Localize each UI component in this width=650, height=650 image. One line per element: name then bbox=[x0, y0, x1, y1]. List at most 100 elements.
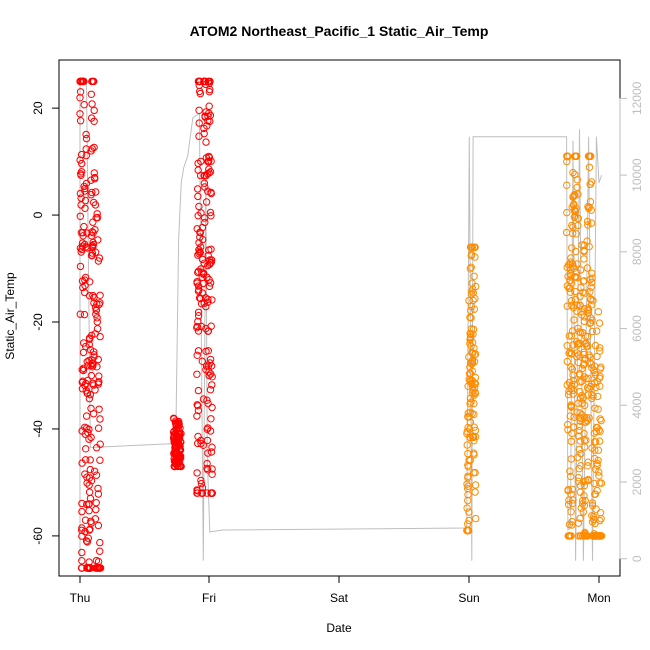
data-point bbox=[467, 243, 475, 251]
data-point bbox=[568, 521, 576, 529]
data-point bbox=[594, 405, 602, 413]
data-point bbox=[171, 417, 180, 425]
data-point bbox=[580, 477, 588, 486]
data-point bbox=[203, 489, 211, 497]
data-point bbox=[564, 532, 573, 540]
data-point bbox=[583, 532, 591, 540]
data-point bbox=[567, 437, 575, 446]
data-point bbox=[80, 222, 88, 231]
data-point bbox=[200, 171, 209, 180]
data-point bbox=[566, 348, 574, 356]
data-point bbox=[565, 378, 574, 387]
data-point bbox=[567, 455, 575, 463]
data-point bbox=[193, 469, 201, 477]
y2-tick-label: 12000 bbox=[630, 81, 644, 115]
data-point bbox=[579, 532, 587, 540]
data-point bbox=[80, 310, 89, 319]
data-point bbox=[586, 180, 594, 189]
data-point bbox=[79, 364, 88, 372]
data-point bbox=[588, 327, 596, 336]
data-point bbox=[572, 230, 580, 238]
data-point bbox=[80, 101, 88, 109]
data-point bbox=[93, 318, 102, 326]
data-point bbox=[83, 358, 91, 366]
y-tick-label: 20 bbox=[31, 101, 45, 115]
data-point bbox=[596, 372, 604, 380]
x-tick-label: Mon bbox=[587, 591, 610, 605]
data-point bbox=[207, 448, 216, 456]
data-point bbox=[586, 296, 595, 304]
data-point bbox=[470, 391, 478, 399]
data-point bbox=[81, 516, 90, 524]
data-point bbox=[175, 434, 183, 442]
data-point bbox=[194, 251, 202, 259]
data-point bbox=[563, 152, 571, 160]
data-point bbox=[81, 430, 90, 438]
data-point bbox=[585, 163, 594, 172]
data-point bbox=[596, 415, 604, 423]
data-point bbox=[91, 173, 99, 182]
data-point bbox=[472, 514, 480, 523]
data-point bbox=[566, 412, 574, 420]
data-point bbox=[93, 213, 102, 222]
data-point bbox=[96, 332, 104, 341]
data-point bbox=[569, 390, 577, 398]
data-point bbox=[579, 497, 587, 505]
data-point bbox=[202, 198, 211, 206]
data-point bbox=[580, 360, 589, 368]
data-point bbox=[595, 319, 604, 327]
data-point bbox=[198, 489, 206, 497]
data-point bbox=[197, 476, 205, 485]
data-point bbox=[591, 341, 600, 350]
data-point bbox=[567, 265, 575, 273]
data-point bbox=[467, 263, 475, 271]
data-point bbox=[81, 281, 89, 290]
data-point bbox=[86, 346, 95, 354]
data-point bbox=[569, 386, 577, 394]
data-point bbox=[464, 485, 472, 493]
data-point bbox=[471, 426, 480, 435]
data-point bbox=[592, 427, 600, 436]
data-point bbox=[592, 505, 600, 513]
y2-tick-label: 4000 bbox=[630, 392, 644, 419]
data-point bbox=[587, 319, 595, 327]
data-point bbox=[464, 409, 472, 417]
data-point bbox=[194, 166, 202, 174]
data-point bbox=[596, 347, 604, 355]
data-point bbox=[170, 415, 178, 423]
data-point bbox=[580, 429, 588, 438]
data-point bbox=[596, 479, 604, 487]
data-point bbox=[93, 210, 101, 218]
data-point bbox=[96, 547, 104, 555]
data-point bbox=[78, 524, 86, 532]
data-point bbox=[76, 189, 85, 198]
data-point bbox=[588, 278, 596, 287]
data-point bbox=[91, 201, 100, 209]
data-point bbox=[195, 106, 203, 115]
data-point bbox=[563, 357, 571, 366]
data-point bbox=[563, 181, 571, 189]
data-point bbox=[590, 362, 599, 370]
data-point bbox=[465, 508, 473, 516]
data-point bbox=[93, 314, 101, 322]
data-point bbox=[567, 258, 575, 266]
data-point bbox=[92, 188, 100, 196]
data-point bbox=[204, 77, 212, 86]
data-point bbox=[583, 384, 592, 392]
data-point bbox=[572, 247, 580, 256]
data-point bbox=[94, 424, 103, 432]
data-point bbox=[83, 538, 92, 546]
data-point bbox=[208, 403, 216, 412]
data-point bbox=[76, 117, 85, 125]
data-point bbox=[194, 347, 203, 355]
data-point bbox=[596, 382, 604, 390]
data-point bbox=[566, 276, 575, 285]
data-point bbox=[580, 492, 588, 500]
data-point bbox=[196, 233, 204, 241]
plot-frame bbox=[58, 59, 621, 577]
data-point bbox=[194, 192, 202, 201]
data-point bbox=[78, 366, 86, 374]
data-point bbox=[597, 416, 605, 425]
data-point bbox=[567, 297, 576, 305]
data-point bbox=[200, 129, 208, 138]
